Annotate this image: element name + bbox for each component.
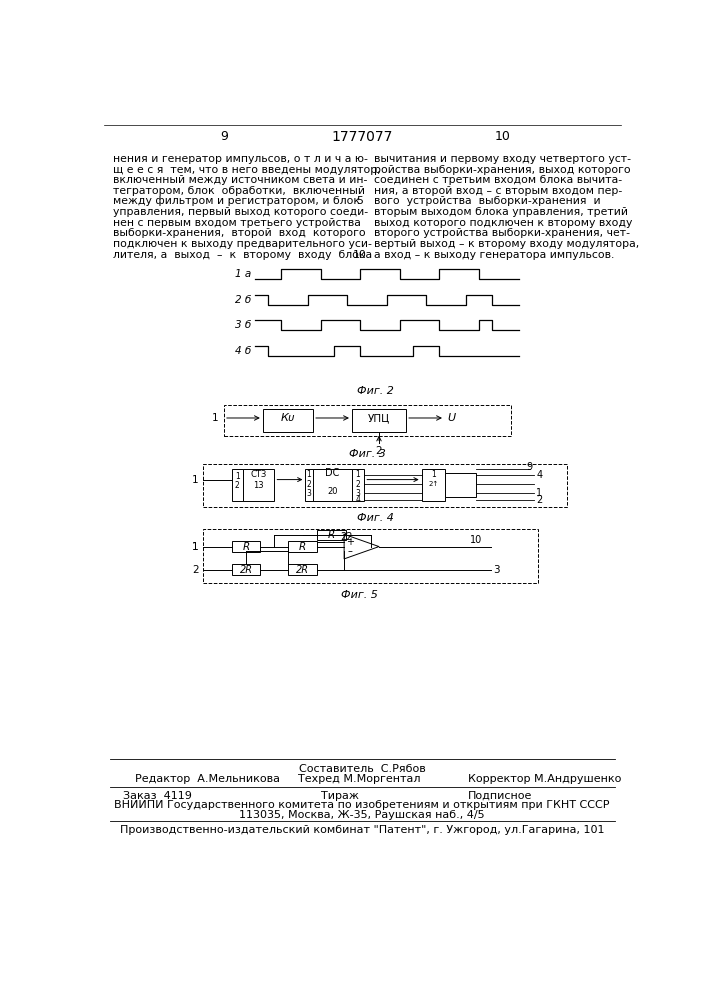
Text: Фиг. 4: Фиг. 4 (357, 513, 394, 523)
Text: 1: 1 (537, 488, 542, 498)
Text: DC: DC (325, 468, 339, 478)
Text: Составитель  С.Рябов: Составитель С.Рябов (298, 764, 426, 774)
Text: вого  устройства  выборки-хранения  и: вого устройства выборки-хранения и (373, 196, 600, 206)
Text: щ е е с я  тем, что в него введены модулятор,: щ е е с я тем, что в него введены модуля… (113, 165, 381, 175)
Text: 3: 3 (493, 565, 500, 575)
Text: второго устройства выборки-хранения, чет-: второго устройства выборки-хранения, чет… (373, 228, 629, 238)
Bar (203, 529, 538, 583)
Text: 2R: 2R (296, 565, 309, 575)
Text: 13: 13 (254, 481, 264, 490)
Text: нения и генератор импульсов, о т л и ч а ю-: нения и генератор импульсов, о т л и ч а… (113, 154, 368, 164)
Bar (232, 469, 243, 501)
Text: включенный между источником света и ин-: включенный между источником света и ин- (113, 175, 368, 185)
Bar (232, 564, 260, 575)
Bar (203, 464, 567, 507)
Text: 1: 1 (192, 542, 199, 552)
Bar (352, 469, 364, 501)
Bar (288, 564, 317, 575)
Text: 1: 1 (431, 470, 436, 479)
Text: тегратором, блок  обработки,  включенный: тегратором, блок обработки, включенный (113, 186, 366, 196)
Text: Корректор М.Андрушенко: Корректор М.Андрушенко (468, 774, 621, 784)
Text: U: U (448, 413, 455, 423)
Text: 10: 10 (495, 130, 511, 143)
Text: вычитания и первому входу четвертого уст-: вычитания и первому входу четвертого уст… (373, 154, 631, 164)
Bar (421, 469, 445, 501)
Text: 2: 2 (192, 565, 199, 575)
Text: 1: 1 (192, 475, 199, 485)
Text: выход которого подключен к второму входу: выход которого подключен к второму входу (373, 218, 632, 228)
Text: 1: 1 (192, 542, 199, 552)
Text: 3 б: 3 б (235, 320, 251, 330)
Text: управления, первый выход которого соеди-: управления, первый выход которого соеди- (113, 207, 368, 217)
Text: 2↑: 2↑ (428, 481, 438, 487)
Text: лителя, а  выход  –  к  второму  входу  блока: лителя, а выход – к второму входу блока (113, 250, 373, 260)
Bar (224, 405, 510, 436)
Text: соединен с третьим входом блока вычита-: соединен с третьим входом блока вычита- (373, 175, 621, 185)
Text: Кᴜ: Кᴜ (281, 413, 295, 423)
Text: 10: 10 (353, 250, 366, 260)
Text: 2: 2 (235, 481, 240, 490)
Text: 1 а: 1 а (235, 269, 251, 279)
Text: нен с первым входом третьего устройства: нен с первым входом третьего устройства (113, 218, 361, 228)
Text: Редактор  А.Мельникова: Редактор А.Мельникова (135, 774, 280, 784)
Text: 1: 1 (356, 470, 361, 479)
Text: Техред М.Моргентал: Техред М.Моргентал (298, 774, 420, 784)
Text: 20: 20 (327, 487, 338, 496)
Text: Фиг. 2: Фиг. 2 (357, 386, 394, 396)
Text: вторым выходом блока управления, третий: вторым выходом блока управления, третий (373, 207, 628, 217)
Text: подключен к выходу предварительного уси-: подключен к выходу предварительного уси- (113, 239, 372, 249)
Text: 2: 2 (356, 480, 361, 489)
Text: 2 б: 2 б (235, 295, 251, 305)
Text: 9: 9 (220, 130, 228, 143)
Text: 4 б: 4 б (235, 346, 251, 356)
Text: а вход – к выходу генератора импульсов.: а вход – к выходу генератора импульсов. (373, 250, 614, 260)
Text: между фильтром и регистратором, и блок: между фильтром и регистратором, и блок (113, 196, 360, 206)
Text: 4: 4 (356, 495, 361, 504)
Text: 1777077: 1777077 (332, 130, 392, 144)
Text: ВНИИПИ Государственного комитета по изобретениям и открытиям при ГКНТ СССР: ВНИИПИ Государственного комитета по изоб… (115, 800, 609, 810)
Text: ройства выборки-хранения, выход которого: ройства выборки-хранения, выход которого (373, 165, 630, 175)
Bar (232, 541, 260, 552)
Text: ния, а второй вход – с вторым входом пер-: ния, а второй вход – с вторым входом пер… (373, 186, 622, 196)
Bar (263, 409, 313, 432)
Text: 22: 22 (340, 532, 353, 542)
Text: Фиг. 3: Фиг. 3 (349, 449, 386, 459)
Text: 1: 1 (306, 470, 311, 479)
Text: Тираж: Тираж (321, 791, 359, 801)
Text: 2: 2 (537, 495, 542, 505)
Bar (288, 541, 317, 552)
Text: R: R (328, 530, 335, 540)
Text: 5: 5 (356, 196, 363, 206)
Bar (313, 469, 352, 501)
Text: 113035, Москва, Ж-35, Раушская наб., 4/5: 113035, Москва, Ж-35, Раушская наб., 4/5 (239, 810, 485, 820)
Text: +: + (346, 537, 354, 547)
Bar (305, 469, 327, 501)
Text: 2: 2 (306, 480, 311, 489)
Text: выборки-хранения,  второй  вход  которого: выборки-хранения, второй вход которого (113, 228, 366, 238)
Text: Подписное: Подписное (468, 791, 532, 801)
Text: 3: 3 (356, 489, 361, 498)
Text: Фиг. 5: Фиг. 5 (341, 590, 378, 600)
Text: 3: 3 (306, 489, 311, 498)
Text: 10: 10 (469, 535, 482, 545)
Text: 4: 4 (537, 470, 542, 480)
Bar (445, 473, 476, 497)
Text: Заказ  4119: Заказ 4119 (123, 791, 192, 801)
Bar (317, 530, 346, 540)
Text: 1: 1 (212, 413, 218, 423)
Text: –: – (348, 546, 353, 556)
Text: 9: 9 (526, 462, 532, 472)
Bar (352, 409, 406, 432)
Bar (243, 469, 274, 501)
Text: R: R (299, 542, 306, 552)
Text: 2R: 2R (240, 565, 252, 575)
Text: 1: 1 (235, 472, 240, 481)
Text: Производственно-издательский комбинат "Патент", г. Ужгород, ул.Гагарина, 101: Производственно-издательский комбинат "П… (119, 825, 604, 835)
Text: R: R (243, 542, 250, 552)
Text: УПЦ: УПЦ (368, 413, 390, 423)
Text: 2: 2 (375, 446, 382, 456)
Text: вертый выход – к второму входу модулятора,: вертый выход – к второму входу модулятор… (373, 239, 639, 249)
Text: СТЗ: СТЗ (251, 470, 267, 479)
